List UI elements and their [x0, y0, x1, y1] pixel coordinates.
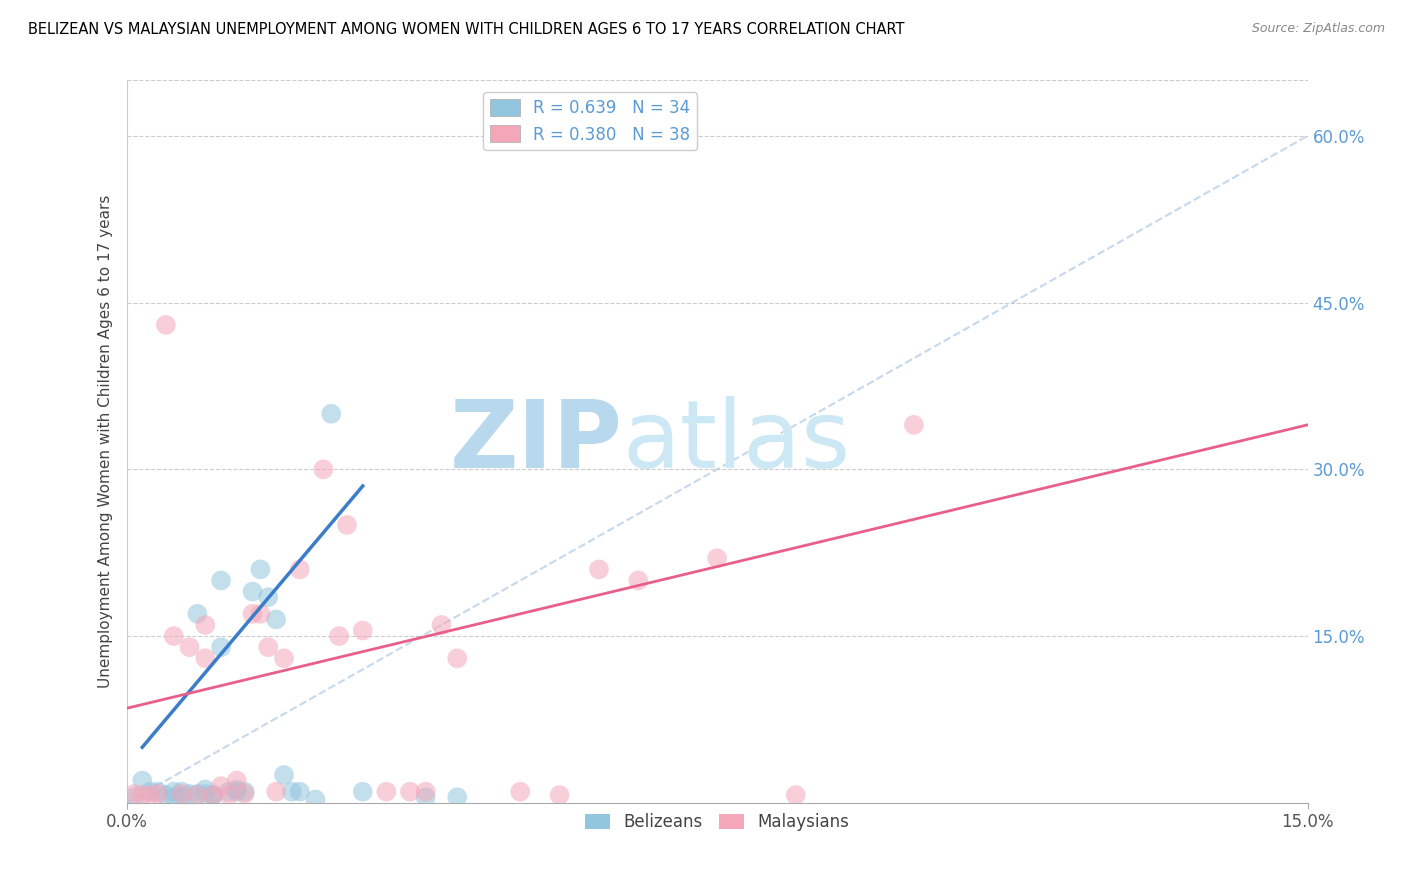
Point [186, 607, 208, 621]
Point [202, 788, 225, 802]
Point [163, 790, 186, 805]
Point [588, 562, 610, 576]
Point [186, 787, 208, 801]
Point [264, 612, 287, 626]
Point [194, 618, 217, 632]
Point [352, 785, 374, 799]
Point [249, 562, 271, 576]
Point [415, 790, 437, 805]
Point [202, 788, 225, 802]
Point [155, 318, 177, 332]
Point [170, 787, 193, 801]
Point [163, 629, 186, 643]
Point [706, 551, 728, 566]
Point [218, 788, 240, 802]
Point [170, 790, 193, 805]
Point [163, 785, 186, 799]
Point [194, 651, 217, 665]
Legend: Belizeans, Malaysians: Belizeans, Malaysians [578, 806, 856, 838]
Point [627, 574, 650, 588]
Y-axis label: Unemployment Among Women with Children Ages 6 to 17 years: Unemployment Among Women with Children A… [97, 194, 112, 689]
Point [288, 785, 311, 799]
Point [242, 607, 264, 621]
Point [336, 517, 359, 532]
Point [146, 785, 169, 799]
Point [124, 790, 146, 805]
Point [139, 788, 162, 802]
Point [446, 651, 468, 665]
Point [218, 785, 240, 799]
Point [209, 574, 232, 588]
Text: BELIZEAN VS MALAYSIAN UNEMPLOYMENT AMONG WOMEN WITH CHILDREN AGES 6 TO 17 YEARS : BELIZEAN VS MALAYSIAN UNEMPLOYMENT AMONG… [28, 22, 904, 37]
Point [328, 629, 350, 643]
Point [415, 785, 437, 799]
Point [186, 788, 208, 802]
Point [281, 785, 304, 799]
Point [179, 787, 201, 801]
Point [375, 785, 398, 799]
Point [321, 407, 343, 421]
Point [146, 787, 169, 801]
Point [399, 785, 422, 799]
Point [225, 773, 247, 788]
Point [155, 788, 177, 802]
Point [242, 584, 264, 599]
Point [257, 640, 280, 655]
Point [446, 790, 468, 805]
Point [785, 788, 807, 802]
Point [903, 417, 925, 432]
Point [233, 787, 256, 801]
Text: ZIP: ZIP [450, 395, 623, 488]
Point [273, 651, 295, 665]
Point [264, 785, 287, 799]
Point [225, 782, 247, 797]
Text: Source: ZipAtlas.com: Source: ZipAtlas.com [1251, 22, 1385, 36]
Point [509, 785, 531, 799]
Point [179, 640, 201, 655]
Point [273, 768, 295, 782]
Point [124, 787, 146, 801]
Point [170, 785, 193, 799]
Point [257, 590, 280, 604]
Point [304, 792, 326, 806]
Point [209, 640, 232, 655]
Point [194, 782, 217, 797]
Point [131, 773, 153, 788]
Point [233, 785, 256, 799]
Point [139, 785, 162, 799]
Point [352, 624, 374, 638]
Point [430, 618, 453, 632]
Point [194, 787, 217, 801]
Point [202, 788, 225, 802]
Point [312, 462, 335, 476]
Point [225, 785, 247, 799]
Text: atlas: atlas [623, 395, 851, 488]
Point [131, 788, 153, 802]
Point [249, 607, 271, 621]
Point [209, 779, 232, 793]
Point [548, 788, 571, 802]
Point [288, 562, 311, 576]
